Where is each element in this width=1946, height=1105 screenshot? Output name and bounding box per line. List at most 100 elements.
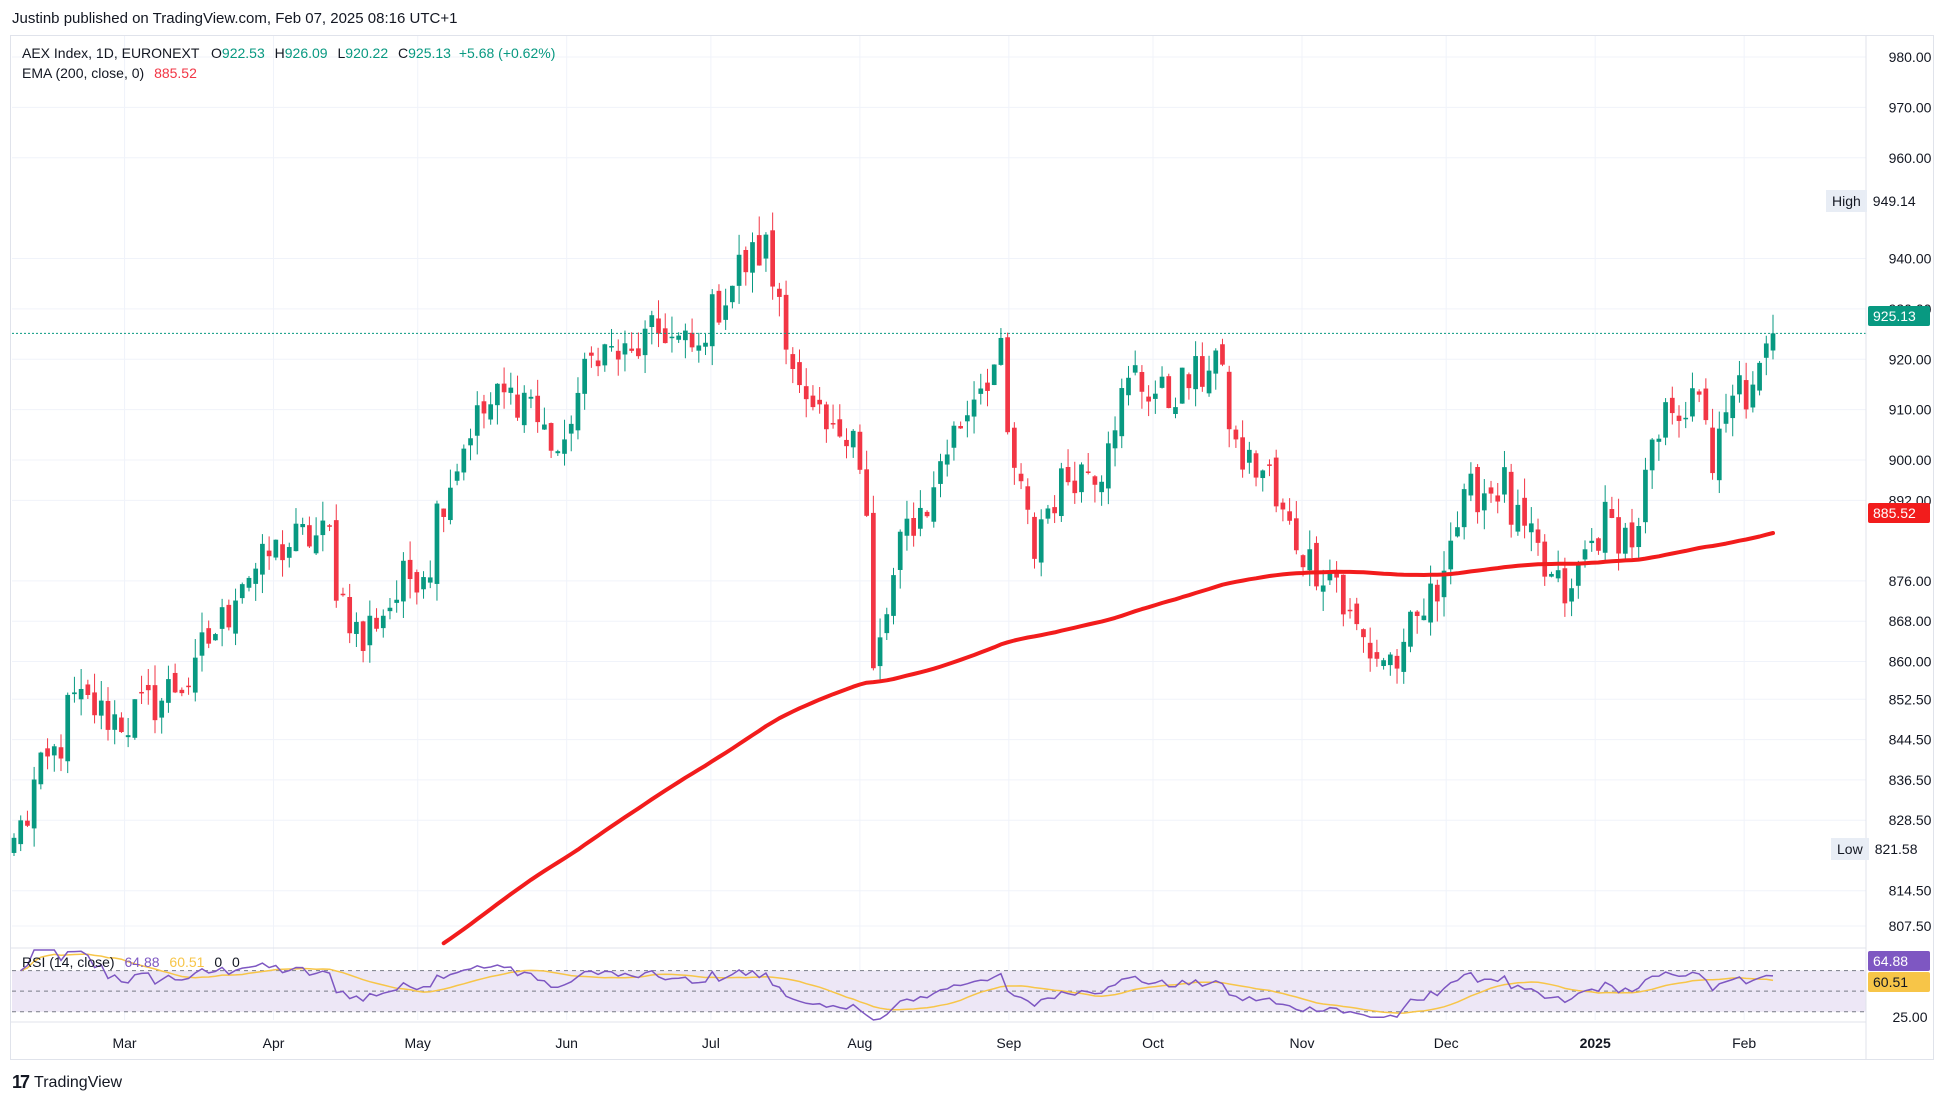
candle-body (676, 335, 682, 340)
candle-body (965, 415, 970, 422)
candle-body (716, 290, 722, 323)
time-axis-ticks: Mar Apr May Jun Jul Aug Sep Oct Nov Dec 2025 Feb (112, 1035, 1756, 1051)
candle-body (877, 637, 883, 667)
candle-body (1582, 549, 1588, 560)
publisher-line: Justinb published on TradingView.com, Fe… (12, 10, 458, 27)
candle-body (119, 717, 124, 733)
price-tick-15: 852.50 (1889, 691, 1932, 707)
candle-body (1408, 611, 1413, 647)
rsi-ma-line (20, 953, 1774, 1014)
candle-body (656, 318, 661, 334)
candle-body (1220, 344, 1225, 365)
candle-body (1542, 541, 1548, 577)
candle-body (1589, 540, 1595, 544)
candle-body (172, 672, 178, 693)
candle-body (92, 692, 97, 716)
candle-body (797, 362, 802, 386)
candle-body (139, 691, 144, 694)
candle-body (1629, 522, 1635, 548)
candle-body (1730, 395, 1736, 419)
time-tick-10: 2025 (1580, 1035, 1611, 1051)
candle-body (448, 487, 453, 521)
ema-line (441, 531, 1775, 946)
candle-body (1226, 371, 1232, 430)
candle-body (1488, 487, 1494, 494)
candle-body (1025, 486, 1031, 510)
candle-body (1011, 427, 1017, 468)
candle-body (360, 621, 366, 651)
time-tick-5: Aug (847, 1035, 872, 1051)
high-value: 926.09 (284, 45, 328, 61)
candle-body (1495, 495, 1501, 502)
candle-body (1132, 365, 1138, 373)
candle-body (521, 392, 527, 426)
candle-body (1173, 407, 1178, 414)
candle-body (1441, 570, 1447, 598)
candle-body (662, 328, 668, 344)
candle-body (1085, 471, 1091, 473)
price-tick-7: 920.00 (1889, 351, 1932, 367)
candle-body (488, 404, 494, 420)
price-tick-9: 900.00 (1889, 452, 1932, 468)
candle-body (293, 523, 299, 552)
candle-body (152, 685, 158, 721)
candle-body (1434, 584, 1440, 602)
candle-body (1616, 517, 1621, 554)
price-tick-18: 828.50 (1889, 812, 1932, 828)
candle-body (589, 352, 594, 356)
candle-body (1622, 527, 1628, 554)
candle-body (1280, 502, 1286, 510)
candle-body (1455, 527, 1460, 537)
high-label: H (274, 45, 285, 61)
candle-body (286, 547, 292, 558)
candle-body (622, 343, 628, 355)
candle-body (25, 820, 30, 826)
tradingview-logo: 17 TradingView (12, 1072, 122, 1093)
candle-body (199, 632, 205, 656)
candle-body (461, 448, 467, 473)
time-tick-0: Mar (112, 1035, 136, 1051)
candle-body (1233, 429, 1239, 440)
candle-body (394, 599, 400, 603)
candle-body (98, 700, 104, 716)
candle-body (1502, 467, 1507, 495)
candle-body (313, 535, 319, 554)
candle-body (1240, 437, 1245, 470)
symbol-label: AEX Index, 1D, EURONEXT (22, 45, 200, 61)
candle-body (1508, 471, 1514, 525)
candle-body (1367, 642, 1373, 659)
candle-body (219, 607, 225, 629)
candle-body (871, 512, 876, 669)
time-tick-11: Feb (1732, 1035, 1756, 1051)
candle-body (1032, 516, 1037, 559)
candle-body (45, 748, 50, 757)
candle-body (542, 424, 547, 430)
candle-body (1267, 464, 1272, 466)
rsi-legend: RSI (14, close) 64.88 60.51 0 0 (22, 954, 240, 970)
candle-body (1428, 583, 1433, 623)
candle-body (1448, 540, 1454, 570)
time-tick-6: Sep (996, 1035, 1021, 1051)
tradingview-logo-icon: 17 (12, 1072, 30, 1092)
candle-body (857, 431, 863, 470)
open-value: 922.53 (221, 45, 265, 61)
candle-body (1481, 493, 1487, 511)
candle-body (1213, 350, 1219, 374)
candle-body (1696, 391, 1702, 395)
candle-body (669, 336, 675, 339)
candle-body (568, 423, 574, 434)
candles (11, 212, 1776, 857)
candle-body (65, 694, 71, 762)
candle-body (1018, 473, 1024, 482)
candle-body (1374, 652, 1380, 659)
time-tick-9: Dec (1434, 1035, 1459, 1051)
candle-body (260, 543, 265, 575)
candle-body (11, 837, 17, 853)
rsi-extra-1: 0 (214, 954, 223, 970)
candle-body (844, 439, 849, 447)
candle-body (1602, 501, 1608, 553)
candle-body (1690, 388, 1695, 417)
candle-body (1683, 417, 1689, 420)
candle-body (709, 294, 715, 347)
candle-body (1005, 337, 1010, 433)
